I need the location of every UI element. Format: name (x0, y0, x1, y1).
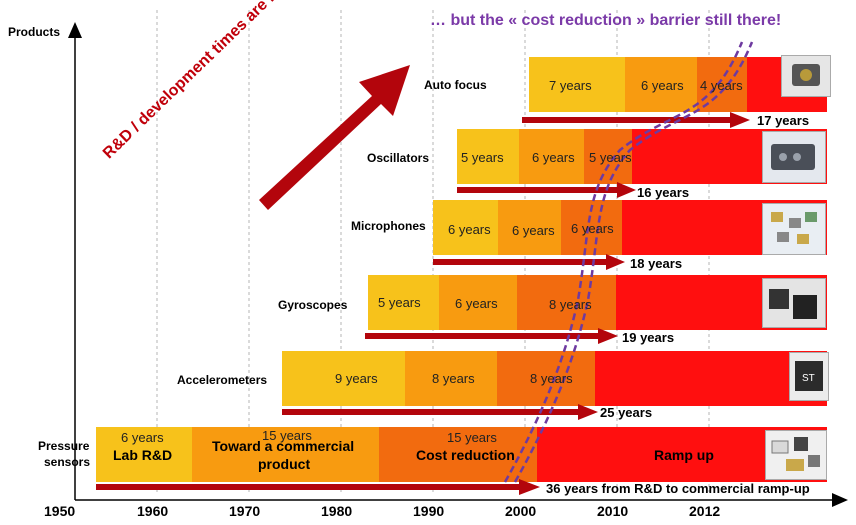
oscillator-chip-icon (762, 131, 826, 183)
accelerometers-total: 25 years (600, 405, 653, 420)
gyroscopes-seg3: 8 years (549, 297, 592, 312)
microphones-total: 18 years (630, 256, 683, 271)
rd-reduction-arrow (259, 65, 410, 210)
autofocus-bar (529, 57, 827, 112)
pressure-seg2-duration: 15 years (262, 428, 312, 443)
x-tick-1950: 1950 (44, 503, 76, 519)
duration-arrows (96, 112, 750, 495)
product-pressure-sensors-line2: sensors (44, 455, 91, 469)
product-oscillators: Oscillators (367, 151, 430, 165)
microphones-seg3: 6 years (571, 221, 614, 236)
pressure-total: 36 years from R&D to commercial ramp-up (546, 481, 810, 496)
pressure-seg3-label: Cost reduction (416, 447, 515, 463)
product-autofocus: Auto focus (424, 78, 487, 92)
x-tick-1960: 1960 (137, 503, 169, 519)
svg-text:ST: ST (802, 373, 815, 384)
accelerometers-seg3: 8 years (530, 371, 573, 386)
accelerometers-seg2: 8 years (432, 371, 475, 386)
pressure-seg1-label: Lab R&D (113, 447, 173, 463)
pressure-sensor-chips-icon (765, 430, 827, 480)
gyroscope-chip-icon (762, 278, 826, 328)
camera-module-icon (781, 55, 831, 97)
accelerometers-seg1: 9 years (335, 371, 378, 386)
gyroscopes-total: 19 years (622, 330, 675, 345)
oscillators-total: 16 years (637, 185, 690, 200)
autofocus-total: 17 years (757, 113, 810, 128)
pressure-seg2-label-line2: product (258, 456, 311, 472)
autofocus-seg2: 6 years (641, 78, 684, 93)
gyroscopes-bar (368, 275, 827, 330)
microphones-seg1: 6 years (448, 222, 491, 237)
axes (68, 22, 848, 507)
product-gyroscopes: Gyroscopes (278, 298, 348, 312)
pressure-seg3-duration: 15 years (447, 430, 497, 445)
x-tick-1990: 1990 (413, 503, 445, 519)
autofocus-seg1: 7 years (549, 78, 592, 93)
x-tick-2010: 2010 (597, 503, 629, 519)
x-tick-2000: 2000 (505, 503, 537, 519)
pressure-seg2-label-line1: Toward a commercial (212, 438, 355, 454)
autofocus-seg3: 4 years (700, 78, 743, 93)
x-tick-1970: 1970 (229, 503, 261, 519)
oscillators-seg2: 6 years (532, 150, 575, 165)
cost-barrier-headline: … but the « cost reduction » barrier sti… (430, 12, 782, 29)
accelerometer-chip-icon: ST (789, 352, 829, 401)
x-tick-2012: 2012 (689, 503, 721, 519)
gyroscopes-seg1: 5 years (378, 295, 421, 310)
product-pressure-sensors-line1: Pressure (38, 439, 90, 453)
cost-barrier-line (503, 41, 754, 483)
product-accelerometers: Accelerometers (177, 373, 268, 387)
pressure-rampup-label: Ramp up (654, 447, 714, 463)
pressure-seg1-duration: 6 years (121, 430, 164, 445)
oscillators-seg1: 5 years (461, 150, 504, 165)
product-microphones: Microphones (351, 219, 426, 233)
y-axis-title: Products (8, 25, 61, 39)
microphone-chips-icon (762, 203, 826, 255)
oscillators-seg3: 5 years (589, 150, 632, 165)
x-tick-1980: 1980 (321, 503, 353, 519)
microphones-seg2: 6 years (512, 223, 555, 238)
gyroscopes-seg2: 6 years (455, 296, 498, 311)
